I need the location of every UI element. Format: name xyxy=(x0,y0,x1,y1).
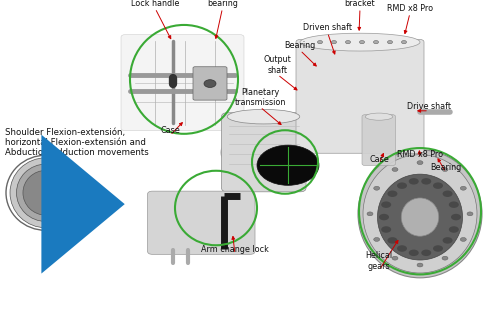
Ellipse shape xyxy=(378,174,462,260)
Circle shape xyxy=(63,187,67,190)
Text: Arm change lock: Arm change lock xyxy=(201,245,269,254)
Circle shape xyxy=(367,212,373,216)
Circle shape xyxy=(374,186,380,190)
Circle shape xyxy=(433,245,443,252)
Circle shape xyxy=(449,226,459,233)
Circle shape xyxy=(51,210,55,212)
Circle shape xyxy=(397,182,407,189)
Ellipse shape xyxy=(16,164,76,222)
Ellipse shape xyxy=(401,198,439,236)
Circle shape xyxy=(422,249,432,256)
Circle shape xyxy=(451,214,461,220)
Circle shape xyxy=(374,237,380,241)
Circle shape xyxy=(442,237,452,244)
Text: Bearing: Bearing xyxy=(430,163,462,172)
Text: Planetary
transmission: Planetary transmission xyxy=(234,87,286,107)
Circle shape xyxy=(392,256,398,260)
Circle shape xyxy=(442,168,448,171)
Circle shape xyxy=(433,182,443,189)
Circle shape xyxy=(422,178,432,185)
Circle shape xyxy=(417,263,423,267)
Circle shape xyxy=(417,161,423,165)
Circle shape xyxy=(442,256,448,260)
Circle shape xyxy=(397,245,407,252)
Circle shape xyxy=(360,40,364,44)
Text: Bearing: Bearing xyxy=(284,41,316,50)
Circle shape xyxy=(467,212,473,216)
Ellipse shape xyxy=(227,110,300,124)
Circle shape xyxy=(442,191,452,197)
Text: Shoulder Flexion-extensión,
horizontal Flexion-extensión and
Abduction-adduction: Shoulder Flexion-extensión, horizontal F… xyxy=(5,128,149,157)
Text: RMD x8 Pro: RMD x8 Pro xyxy=(387,4,433,13)
Ellipse shape xyxy=(300,33,420,51)
Circle shape xyxy=(346,40,350,44)
Circle shape xyxy=(460,237,466,241)
Circle shape xyxy=(392,168,398,171)
Circle shape xyxy=(63,196,67,199)
Circle shape xyxy=(379,214,389,220)
Text: Adjustment
bracket: Adjustment bracket xyxy=(337,0,383,8)
Ellipse shape xyxy=(10,158,82,228)
Circle shape xyxy=(257,145,319,185)
FancyBboxPatch shape xyxy=(148,191,255,254)
Text: RMD x8 Pro: RMD x8 Pro xyxy=(397,150,443,159)
Text: Output
shaft: Output shaft xyxy=(264,55,291,75)
FancyBboxPatch shape xyxy=(121,35,244,131)
Text: Linear
bearing: Linear bearing xyxy=(207,0,238,8)
Circle shape xyxy=(332,40,336,44)
Circle shape xyxy=(51,173,55,176)
Circle shape xyxy=(408,178,418,185)
Text: Helical
gears: Helical gears xyxy=(366,251,392,271)
Circle shape xyxy=(204,80,216,87)
FancyBboxPatch shape xyxy=(193,67,227,100)
Ellipse shape xyxy=(358,150,482,278)
Circle shape xyxy=(460,186,466,190)
Circle shape xyxy=(388,237,398,244)
Text: Case: Case xyxy=(369,155,389,164)
Text: Case: Case xyxy=(160,126,180,135)
Circle shape xyxy=(374,40,378,44)
Circle shape xyxy=(388,40,392,44)
Circle shape xyxy=(58,179,62,181)
Circle shape xyxy=(388,191,398,197)
FancyBboxPatch shape xyxy=(222,113,306,192)
FancyBboxPatch shape xyxy=(362,115,396,166)
Circle shape xyxy=(58,204,62,207)
Text: Driven shaft: Driven shaft xyxy=(303,23,352,32)
Circle shape xyxy=(402,40,406,44)
Circle shape xyxy=(408,249,418,256)
FancyBboxPatch shape xyxy=(296,40,424,153)
Circle shape xyxy=(318,40,322,44)
Circle shape xyxy=(381,202,391,208)
Circle shape xyxy=(381,226,391,233)
Circle shape xyxy=(449,202,459,208)
Text: Drive shaft: Drive shaft xyxy=(407,102,451,111)
Ellipse shape xyxy=(23,170,69,215)
Ellipse shape xyxy=(363,155,477,273)
Text: Lock handle: Lock handle xyxy=(131,0,179,8)
Ellipse shape xyxy=(365,113,393,120)
